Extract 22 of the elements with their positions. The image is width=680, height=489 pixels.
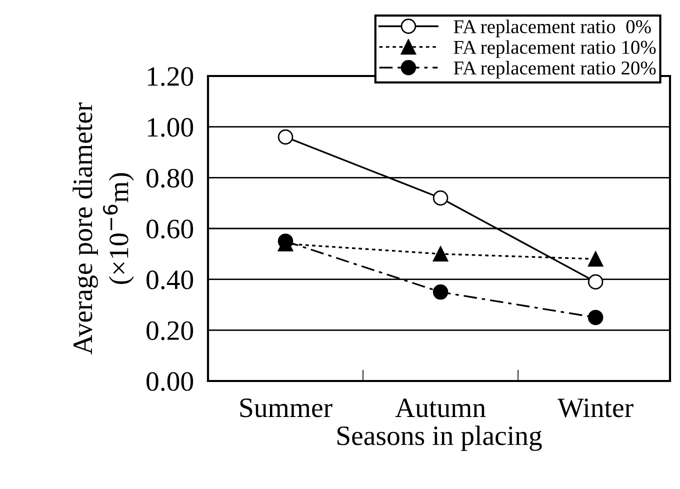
point xyxy=(278,129,294,145)
legend-label: FA replacement ratio 20% xyxy=(454,60,656,79)
y-tick-label: 1.20 xyxy=(148,67,194,86)
x-tick-label: Summer xyxy=(240,398,332,418)
y-tick-label: 0.80 xyxy=(146,168,194,188)
legend-label: FA replacement ratio 10% xyxy=(454,40,656,58)
y-tick-label: 0.60 xyxy=(146,220,194,239)
x-axis-title: Seasons in placing xyxy=(337,426,542,451)
point xyxy=(588,310,604,326)
point xyxy=(432,246,448,262)
x-tick-label: Autumn xyxy=(395,398,486,418)
point xyxy=(432,190,448,206)
legend-label: FA replacement ratio 0% xyxy=(454,20,651,38)
y-tick-label: 1.00 xyxy=(148,118,194,137)
point xyxy=(588,251,604,267)
y-tick-label: 0.20 xyxy=(146,321,194,340)
x-tick-label: Winter xyxy=(558,398,634,418)
point xyxy=(588,274,604,290)
y-tick-label: 0.00 xyxy=(146,372,194,392)
y-axis-title: Average pore diameter (×10$^{−6}$m) xyxy=(72,102,134,354)
point xyxy=(432,284,448,300)
y-tick-label: 0.40 xyxy=(146,270,194,290)
